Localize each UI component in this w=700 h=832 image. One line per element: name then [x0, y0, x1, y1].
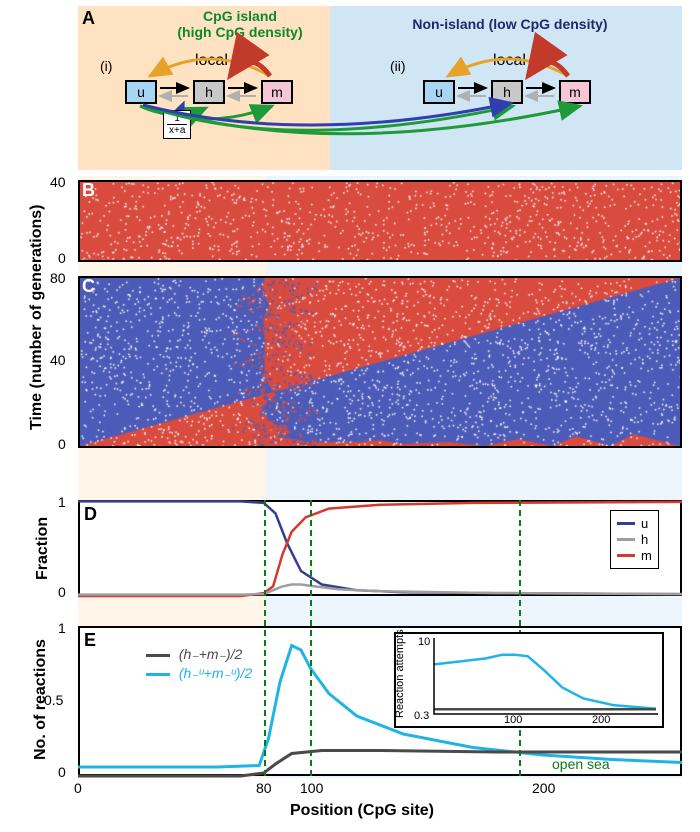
- panelB-heatmap: [80, 182, 680, 260]
- panelE-legend-cyan: (h₋ᵘ+m₋ᵘ)/2: [146, 665, 252, 682]
- panelA-roman-ii: (ii): [390, 58, 406, 74]
- inset-plot: [396, 634, 662, 726]
- inset-x-200: 200: [592, 714, 610, 726]
- panelC-heatmap: [80, 278, 680, 446]
- panelE-ytick-1: 1: [58, 620, 66, 636]
- inset-y-10: 10: [418, 636, 430, 648]
- panelA-title-right: Non-island (low CpG density): [380, 16, 640, 32]
- panelA-label: A: [82, 8, 95, 29]
- panelA-title-left: CpG island (high CpG density): [110, 8, 370, 40]
- panelB-label: B: [82, 180, 95, 201]
- panelC-label: C: [82, 276, 95, 297]
- panelA-title-left-l1: CpG island: [203, 8, 277, 24]
- panelE-ytick-0: 0: [58, 764, 66, 780]
- x-tick-100: 100: [300, 780, 323, 796]
- panelD-ylabel: Fraction: [34, 517, 52, 580]
- panelE-inset: Reaction attempts 10 0.3 100 200: [394, 632, 664, 728]
- panelA-title-left-l2: (high CpG density): [177, 24, 302, 40]
- panelC-ytick-40: 40: [50, 352, 66, 368]
- dash-80: [264, 500, 266, 776]
- panelC-ytick-80: 80: [50, 270, 66, 286]
- panelD-ytick-0: 0: [58, 584, 66, 600]
- panelE-ylabel: No. of reactions: [32, 639, 50, 760]
- time-ylabel: Time (number of generations): [28, 204, 46, 430]
- inset-y-03: 0.3: [414, 710, 429, 722]
- panelD-ytick-1: 1: [58, 494, 66, 510]
- panelE-legend-black: (h₋+m₋)/2: [146, 646, 242, 663]
- panelB-ytick-0: 0: [58, 250, 66, 266]
- panelA-roman-i: (i): [100, 58, 112, 74]
- x-tick-80: 80: [256, 780, 272, 796]
- inset-ylabel: Reaction attempts: [394, 629, 406, 718]
- panelB-ytick-40: 40: [50, 174, 66, 190]
- open-sea-label: open sea: [552, 756, 610, 772]
- x-tick-200: 200: [532, 780, 555, 796]
- panelA-cross-arrows: [125, 100, 605, 162]
- dash-100: [310, 500, 312, 776]
- inset-x-100: 100: [504, 714, 522, 726]
- x-axis-label: Position (CpG site): [290, 802, 434, 820]
- x-tick-0: 0: [74, 780, 82, 796]
- panelC-ytick-0: 0: [58, 436, 66, 452]
